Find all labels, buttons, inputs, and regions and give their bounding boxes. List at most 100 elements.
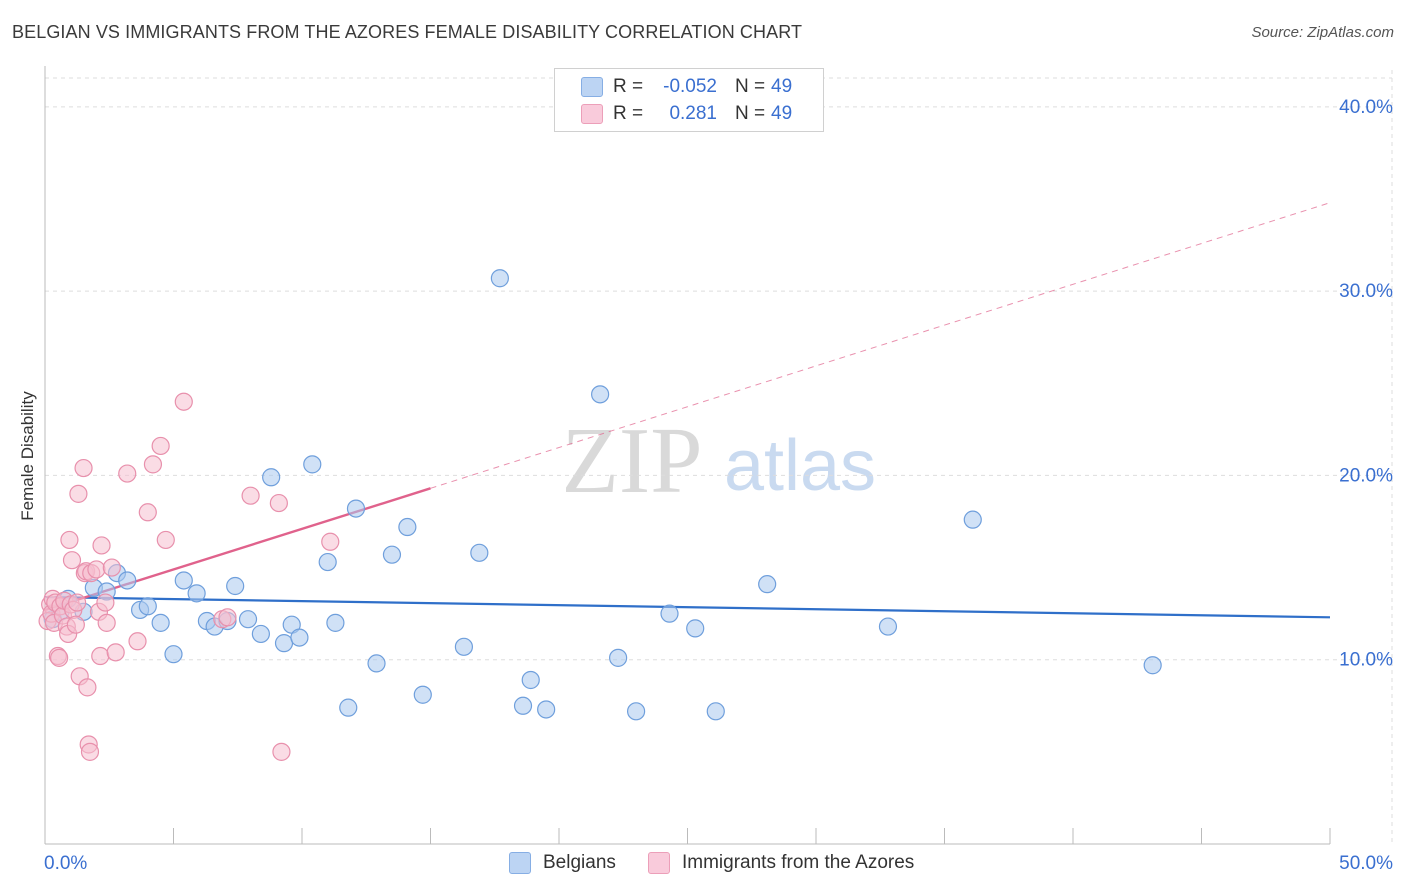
azores-point [151, 436, 170, 456]
grid-lines [45, 70, 1393, 844]
watermark-zip: ZIP [562, 409, 703, 513]
legend-label: Immigrants from the Azores [682, 852, 915, 873]
azores-point [128, 632, 147, 651]
belgian-point [367, 654, 386, 673]
belgian-point [326, 613, 345, 632]
belgian-point [609, 648, 628, 667]
belgians-trend-line [44, 595, 1331, 619]
belgian-point [346, 499, 366, 518]
source-credit: Source: ZipAtlas.com [1251, 24, 1394, 41]
belgian-point [758, 575, 777, 594]
azores-point [74, 458, 93, 478]
belgian-point [318, 552, 337, 572]
belgian-point [490, 269, 509, 288]
belgian-point [226, 576, 245, 596]
y-tick-label: 30.0% [1339, 281, 1393, 302]
legend-swatch-blue [581, 77, 603, 97]
azores-point [87, 560, 106, 579]
data-points [38, 269, 1162, 761]
watermark-atlas: atlas [724, 426, 876, 506]
belgian-point [164, 645, 183, 664]
y-tick-label: 40.0% [1339, 97, 1393, 118]
r-label: R = [613, 76, 644, 97]
y-axis-label: Female Disability [18, 391, 37, 521]
azores-point [92, 536, 111, 555]
belgian-point [706, 702, 725, 721]
chart-title: BELGIAN VS IMMIGRANTS FROM THE AZORES FE… [12, 22, 803, 42]
belgian-point [262, 468, 281, 487]
legend-item-belgians[interactable]: Belgians [509, 852, 616, 874]
y-tick-label: 20.0% [1339, 465, 1393, 486]
azores-points [38, 392, 340, 761]
axes [44, 66, 1331, 845]
legend-swatch-pink [581, 104, 603, 124]
azores-point [102, 558, 121, 577]
r-label: R = [613, 103, 644, 124]
r-value: -0.052 [663, 76, 717, 97]
belgian-point [513, 696, 533, 715]
belgian-point [470, 543, 489, 562]
series-legend: Belgians Immigrants from the Azores [0, 852, 1406, 878]
belgian-point [303, 455, 322, 474]
belgian-point [686, 619, 705, 638]
legend-item-azores[interactable]: Immigrants from the Azores [648, 852, 914, 874]
tick-labels: 10.0% 20.0% 30.0% 40.0% 0.0% 50.0% [44, 97, 1393, 874]
legend-label: Belgians [543, 852, 616, 873]
belgian-point [454, 637, 474, 656]
belgian-point [398, 517, 417, 537]
legend-row-azores: R = 0.281 N = 49 [555, 101, 823, 127]
belgian-point [413, 685, 432, 704]
belgian-point [174, 571, 193, 590]
azores-point [68, 593, 87, 612]
azores-point [321, 532, 340, 551]
correlation-legend: R = -0.052 N = 49 R = 0.281 N = 49 [554, 68, 824, 132]
belgian-point [339, 698, 358, 717]
azores-point [66, 615, 85, 634]
azores-point [174, 392, 193, 411]
azores-point [118, 464, 137, 483]
belgian-point [878, 617, 898, 636]
n-label: N = [735, 103, 766, 124]
azores-point [60, 530, 79, 550]
y-tick-label: 10.0% [1339, 650, 1393, 671]
azores-point [69, 484, 88, 503]
belgian-point [382, 545, 402, 564]
x-tick-label: 50.0% [1339, 853, 1393, 874]
belgian-point [187, 584, 206, 603]
n-label: N = [735, 76, 766, 97]
legend-swatch-blue [509, 852, 531, 874]
belgian-point [660, 604, 679, 623]
azores-point [97, 613, 116, 632]
azores-point [218, 608, 237, 627]
azores-point [269, 493, 288, 513]
azores-point [156, 530, 175, 550]
n-value: 49 [771, 103, 793, 124]
belgian-point [238, 610, 258, 629]
legend-swatch-pink [648, 852, 670, 874]
azores-point [62, 551, 82, 570]
n-value: 49 [771, 76, 793, 97]
belgian-point [1143, 656, 1162, 675]
belgian-point [521, 670, 540, 690]
azores-point [106, 643, 125, 662]
azores-point [272, 742, 291, 761]
azores-trend-extension [430, 202, 1331, 489]
belgian-point [290, 628, 309, 647]
belgian-point [274, 634, 294, 653]
belgian-point [537, 700, 556, 719]
legend-row-belgians: R = -0.052 N = 49 [555, 74, 823, 100]
belgian-point [251, 624, 270, 644]
azores-point [78, 678, 97, 697]
belgian-point [963, 510, 982, 529]
zipatlas-watermark: ZIP atlas [562, 409, 877, 513]
azores-point [96, 593, 115, 612]
azores-point [50, 648, 69, 667]
azores-point [91, 646, 110, 666]
azores-point [241, 486, 260, 505]
azores-point [143, 455, 163, 474]
belgian-point [626, 702, 646, 721]
azores-point [80, 742, 100, 761]
belgian-point [118, 571, 137, 590]
azores-point [138, 503, 157, 522]
